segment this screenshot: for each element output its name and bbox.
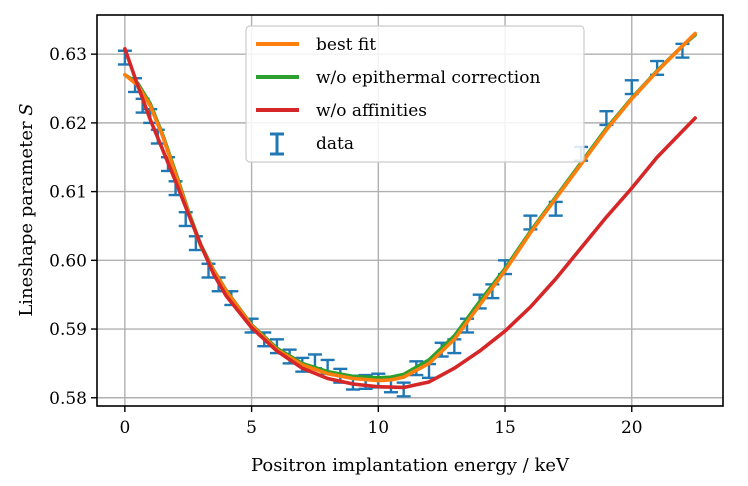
legend: best fit w/o epithermal correction w/o a… [245,25,585,163]
x-tick-label: 10 [367,418,389,438]
y-tick-label: 0.61 [49,183,87,203]
x-tick-label: 20 [621,418,643,438]
y-tick-label: 0.63 [49,45,87,65]
series-layer [117,31,697,398]
legend-label-data: data [316,134,354,154]
legend-label-epithermal: w/o epithermal correction [316,68,540,88]
y-axis-label-symbol: S [16,103,37,115]
legend-box [245,25,585,163]
y-axis-label: Lineshape parameter S [16,103,37,316]
y-tick-label: 0.60 [49,251,87,271]
plot-frame [96,14,724,407]
legend-swatch-data [270,132,284,156]
data-point [396,381,411,398]
legend-label-best-fit: best fit [316,35,376,55]
x-tick-label: 15 [494,418,516,438]
y-tick-label: 0.58 [49,389,87,409]
y-tick-label: 0.62 [49,114,87,134]
y-tick-label: 0.59 [49,320,87,340]
affinities-line [123,46,697,390]
legend-label-affinities: w/o affinities [316,101,427,121]
x-tick-label: 5 [246,418,257,438]
x-tick-label: 0 [119,418,130,438]
ticks: 0 5 10 15 20 0.58 0.59 0.60 0.61 0.62 0.63 [49,45,642,438]
x-axis-label: Positron implantation energy / keV [251,455,570,476]
y-axis-label-text: Lineshape parameter [16,121,37,317]
